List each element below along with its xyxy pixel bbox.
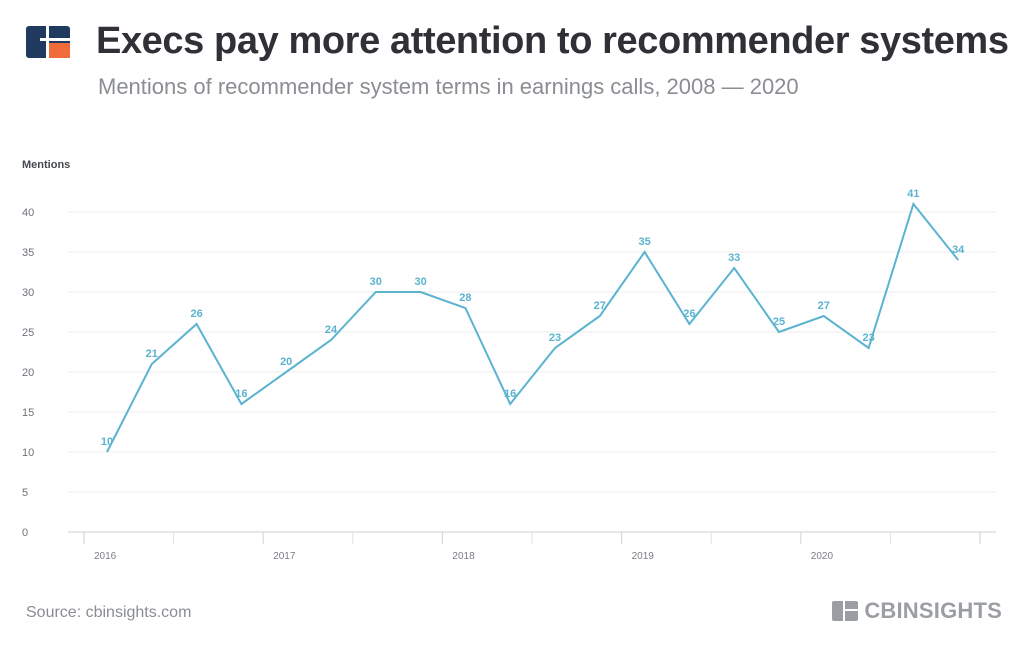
- data-label: 35: [638, 236, 650, 248]
- data-label: 21: [146, 348, 158, 360]
- data-label: 10: [101, 436, 113, 448]
- data-label: 25: [773, 316, 785, 328]
- y-tick-label: 35: [22, 247, 34, 259]
- data-label: 27: [818, 300, 830, 312]
- y-tick-label: 10: [22, 447, 34, 459]
- series: [106, 201, 959, 453]
- brand-logo: CBINSIGHTS: [832, 598, 1002, 624]
- data-labels: 10 21 26 16 20 24 30 30 28 16 23 27 35 26 33 25 27 23 41 34: [101, 188, 965, 448]
- x-tick-label: 2019: [632, 551, 655, 562]
- y-axis-title: Mentions: [22, 159, 70, 171]
- chart-title: Execs pay more attention to recommender …: [96, 20, 1009, 62]
- x-axis: 2016 2017 2018 2019 2020: [68, 531, 996, 562]
- x-tick-label: 2016: [94, 551, 117, 562]
- brand-name: CBINSIGHTS: [864, 598, 1002, 623]
- data-label: 27: [594, 300, 606, 312]
- x-tick-label: 2018: [452, 551, 475, 562]
- chart-area: Mentions 0 5 10 15 20 25 30 35 40 2016 2017 2018 201…: [0, 150, 1024, 570]
- cb-insights-logo-icon: [26, 26, 70, 58]
- data-label: 23: [549, 332, 561, 344]
- data-label: 16: [504, 388, 516, 400]
- y-tick-label: 15: [22, 407, 34, 419]
- data-label: 24: [325, 324, 338, 336]
- x-tick-label: 2017: [273, 551, 296, 562]
- y-tick-label: 25: [22, 327, 34, 339]
- data-label: 33: [728, 252, 740, 264]
- data-label: 30: [370, 276, 382, 288]
- data-label: 26: [190, 308, 202, 320]
- data-label: 28: [459, 292, 471, 304]
- y-axis: Mentions 0 5 10 15 20 25 30 35 40: [22, 159, 70, 539]
- data-label: 23: [862, 332, 874, 344]
- data-label: 30: [414, 276, 426, 288]
- y-tick-label: 30: [22, 287, 34, 299]
- chart-subtitle: Mentions of recommender system terms in …: [98, 74, 799, 99]
- y-tick-label: 5: [22, 487, 28, 499]
- gridlines: [68, 211, 996, 493]
- y-tick-label: 0: [22, 527, 28, 539]
- data-label: 20: [280, 356, 292, 368]
- y-tick-label: 20: [22, 367, 34, 379]
- y-tick-label: 40: [22, 207, 34, 219]
- cb-insights-brand-icon: [832, 601, 859, 621]
- series-line: [106, 201, 959, 453]
- x-tick-label: 2020: [811, 551, 834, 562]
- data-label: 16: [235, 388, 247, 400]
- data-label: 34: [952, 244, 965, 256]
- data-label: 41: [907, 188, 919, 200]
- header: Execs pay more attention to recommender …: [26, 18, 1016, 108]
- source-note: Source: cbinsights.com: [26, 604, 192, 621]
- data-label: 26: [683, 308, 695, 320]
